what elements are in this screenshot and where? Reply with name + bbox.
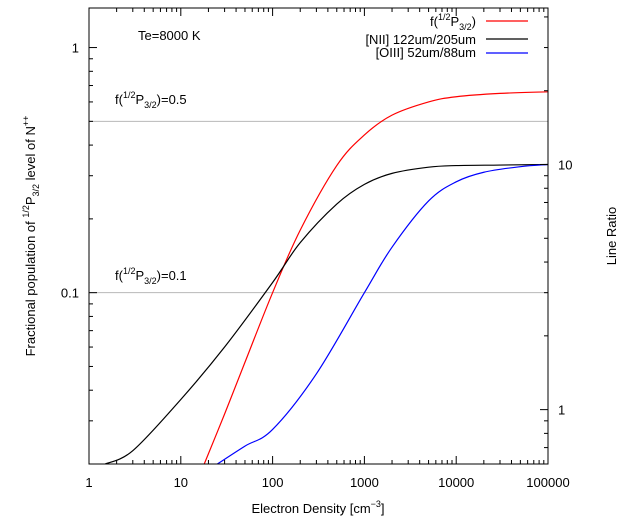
series-f-p32 <box>203 91 549 465</box>
x-tick-label: 100 <box>262 475 284 490</box>
y-left-tick-label: 1 <box>72 41 79 56</box>
y-right-tick-label: 10 <box>558 158 572 173</box>
temperature-annotation: Te=8000 K <box>138 28 201 43</box>
series-oiii-ratio <box>217 163 549 465</box>
x-tick-label: 100000 <box>526 475 569 490</box>
legend-label-f: f(1/2P3/2) <box>430 12 476 32</box>
x-tick-label: 1 <box>85 475 92 490</box>
ref-annotation-low: f(1/2P3/2)=0.1 <box>115 266 187 286</box>
series-lines <box>104 91 549 465</box>
y-right-tick-label: 1 <box>558 403 565 418</box>
axis-ticks: 1 10 100 1000 10000 100000 0.1 1 1 10 <box>61 8 572 490</box>
y-left-tick-label: 0.1 <box>61 286 79 301</box>
legend-label-oiii: [OIII] 52um/88um <box>376 45 476 60</box>
y-axis-left-label: Fractional population of 1/2P3/2 level o… <box>21 116 41 357</box>
y-axis-right-label: Line Ratio <box>604 207 619 266</box>
x-tick-label: 1000 <box>350 475 379 490</box>
x-tick-label: 10 <box>174 475 188 490</box>
ref-annotation-high: f(1/2P3/2)=0.5 <box>115 90 187 110</box>
series-nii-ratio <box>104 163 549 465</box>
legend: f(1/2P3/2) [NII] 122um/205um [OIII] 52um… <box>365 12 528 60</box>
legend-label-nii: [NII] 122um/205um <box>365 32 476 47</box>
plot-frame <box>88 7 549 465</box>
reference-lines <box>89 120 548 294</box>
x-tick-label: 10000 <box>438 475 474 490</box>
x-axis-label: Electron Density [cm−3] <box>251 499 384 516</box>
